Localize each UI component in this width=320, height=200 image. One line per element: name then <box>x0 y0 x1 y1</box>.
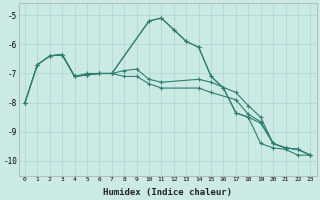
X-axis label: Humidex (Indice chaleur): Humidex (Indice chaleur) <box>103 188 232 197</box>
